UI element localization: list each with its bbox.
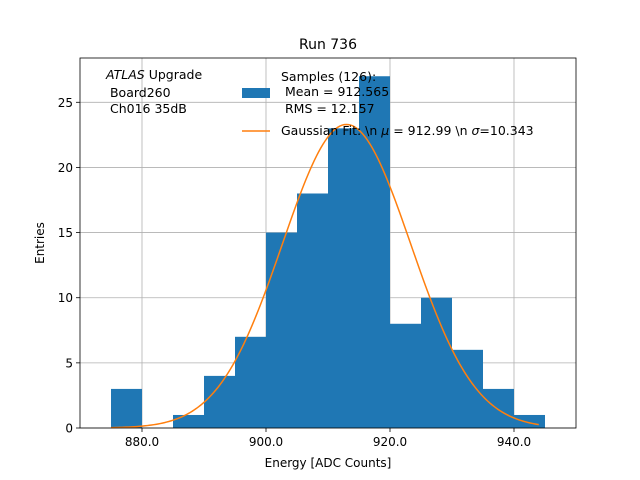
histogram-bar: [514, 414, 545, 428]
legend: Samples (126): Mean = 912.565 RMS = 12.1…: [242, 69, 534, 138]
y-tick-label: 0: [65, 422, 73, 436]
channel-label: Ch016 35dB: [106, 101, 187, 116]
legend-samples-mean: Mean = 912.565: [281, 84, 389, 99]
legend-samples-swatch: [242, 88, 270, 98]
y-tick-label: 25: [58, 96, 73, 110]
histogram-bar: [421, 297, 452, 428]
legend-samples-line1: Samples (126):: [281, 69, 376, 84]
atlas-annotation: ATLAS Upgrade Board260 Ch016 35dB: [105, 67, 202, 116]
y-tick-label: 10: [58, 291, 73, 305]
x-tick-label: 920.0: [373, 435, 407, 449]
board-label: Board260: [106, 85, 171, 100]
atlas-label: ATLAS: [105, 67, 145, 82]
x-tick-label: 900.0: [249, 435, 283, 449]
x-axis-ticks: 880.0 900.0 920.0 940.0: [125, 428, 531, 449]
y-axis-ticks: 0 5 10 15 20 25: [58, 96, 80, 436]
y-tick-label: 15: [58, 226, 73, 240]
histogram-bars: [111, 76, 545, 428]
x-tick-label: 940.0: [497, 435, 531, 449]
legend-samples-rms: RMS = 12.157: [281, 101, 375, 116]
x-axis-label: Energy [ADC Counts]: [265, 456, 392, 470]
legend-fit-label: Gaussian Fit: \n μ = 912.99 \n σ=10.343: [281, 123, 534, 138]
histogram-bar: [452, 349, 483, 428]
histogram-bar: [328, 128, 359, 428]
histogram-bar: [266, 232, 297, 428]
y-tick-label: 20: [58, 161, 73, 175]
upgrade-label: Upgrade: [145, 67, 203, 82]
histogram-bar: [204, 375, 235, 428]
histogram-bar: [390, 323, 421, 428]
y-tick-label: 5: [65, 356, 73, 370]
histogram-bar: [297, 193, 328, 428]
histogram-bar: [235, 336, 266, 428]
histogram-bar: [111, 388, 142, 428]
histogram-bar: [483, 388, 514, 428]
chart-title: Run 736: [299, 37, 357, 53]
y-axis-label: Entries: [33, 222, 47, 264]
plot-frame: [79, 57, 577, 429]
histogram-bar: [173, 414, 204, 428]
x-tick-label: 880.0: [125, 435, 159, 449]
svg-text:ATLAS Upgrade: ATLAS Upgrade: [105, 67, 202, 82]
gaussian-fit-curve: [110, 123, 539, 429]
